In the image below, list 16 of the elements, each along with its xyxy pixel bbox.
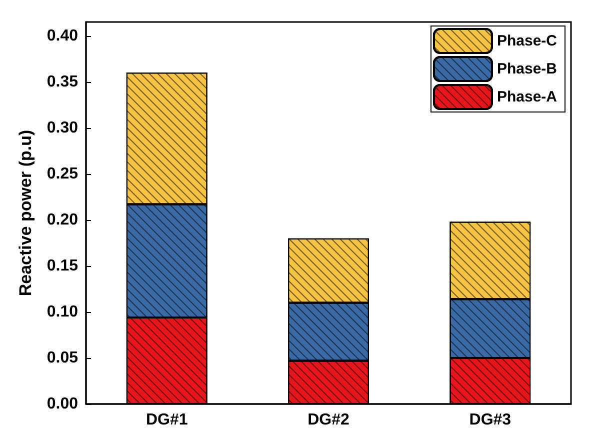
y-tick-label: 0.00 — [46, 396, 78, 412]
legend-label: Phase-A — [496, 88, 558, 106]
x-tick-label: DG#2 — [308, 412, 350, 428]
legend-label: Phase-C — [496, 32, 558, 50]
x-tick-label: DG#3 — [469, 412, 512, 428]
y-tick-label: 0.30 — [46, 119, 78, 136]
y-tick-label: 0.40 — [46, 27, 78, 44]
y-tick-label: 0.25 — [46, 165, 78, 182]
x-tick-label: DG#1 — [146, 412, 188, 428]
y-tick-label: 0.05 — [46, 349, 78, 366]
y-axis-title: Reactive power (p.u) — [16, 130, 35, 296]
y-tick-label: 0.10 — [46, 303, 78, 320]
y-tick-label: 0.35 — [46, 73, 78, 90]
y-tick-label: 0.20 — [46, 211, 78, 228]
legend-label: Phase-B — [496, 60, 558, 78]
y-tick-label: 0.15 — [46, 257, 78, 274]
